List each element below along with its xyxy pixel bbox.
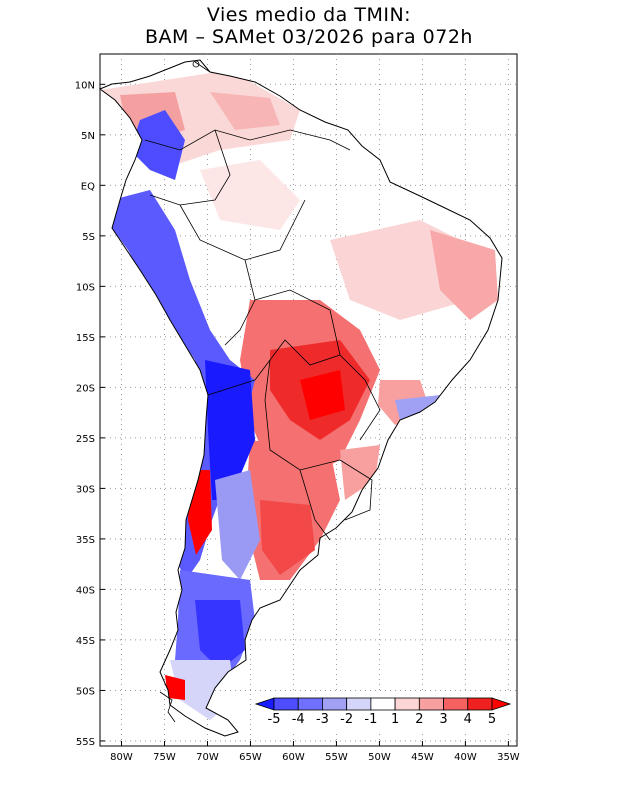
lon-tick-label: 70W	[196, 752, 219, 763]
colorbar-label: -5	[268, 712, 281, 727]
colorbar-box	[418, 697, 444, 711]
islands	[159, 60, 211, 723]
colorbar-box	[467, 697, 493, 711]
colorbar-label: -4	[292, 712, 305, 727]
lat-tick-label: 5N	[81, 131, 95, 142]
colorbar-label: 2	[415, 712, 423, 727]
lon-tick-label: 80W	[110, 752, 133, 763]
colorbar: -5 -4 -3 -2 -1 1 2 3 4 5	[252, 694, 514, 730]
colorbar-box	[273, 697, 299, 711]
colorbar-box	[443, 697, 469, 711]
title-line-1: Vies medio da TMIN:	[206, 4, 412, 26]
bias-field	[100, 70, 498, 720]
lon-tick-label: 45W	[411, 752, 434, 763]
lat-tick-label: 15S	[76, 333, 95, 344]
lon-tick-label: 50W	[368, 752, 391, 763]
lon-tick-label: 40W	[454, 752, 477, 763]
lat-tick-label: 10N	[75, 80, 95, 91]
colorbar-box	[322, 697, 348, 711]
colorbar-box	[394, 697, 420, 711]
colorbar-box	[346, 697, 372, 711]
lat-tick-label: 10S	[76, 282, 95, 293]
lon-tick-label: 35W	[497, 752, 520, 763]
lon-tick-label: 75W	[153, 752, 176, 763]
lat-tick-label: 50S	[76, 686, 95, 697]
lat-tick-label: 55S	[76, 737, 95, 748]
colorbar-label: 4	[464, 712, 472, 727]
lat-tick-label: 5S	[82, 232, 95, 243]
lon-tick-label: 55W	[325, 752, 348, 763]
colorbar-label: -3	[316, 712, 329, 727]
colorbar-label: 3	[439, 712, 447, 727]
lon-tick-label: 65W	[239, 752, 262, 763]
lat-tick-label: 45S	[76, 636, 95, 647]
colorbar-label: -2	[340, 712, 353, 727]
colorbar-box	[370, 697, 396, 711]
colorbar-label: 1	[391, 712, 399, 727]
lat-tick-label: 25S	[76, 434, 95, 445]
colorbar-label: -1	[364, 712, 377, 727]
colorbar-arrow-high	[491, 697, 512, 711]
lat-tick-label: 35S	[76, 535, 95, 546]
lat-tick-label: 40S	[76, 585, 95, 596]
lon-tick-label: 60W	[282, 752, 305, 763]
title-line-2: BAM – SAMet 03/2026 para 072h	[145, 26, 473, 48]
colorbar-label: 5	[488, 712, 496, 727]
colorbar-box	[297, 697, 323, 711]
lat-tick-label: EQ	[81, 181, 95, 192]
axis-ticks: 10N 5N EQ 5S 10S 15S 20S 25S 30S 35S 40S 45S 50S 55S 8…	[75, 80, 520, 763]
lat-tick-label: 20S	[76, 383, 95, 394]
country-borders	[144, 129, 381, 541]
lat-tick-label: 30S	[76, 484, 95, 495]
